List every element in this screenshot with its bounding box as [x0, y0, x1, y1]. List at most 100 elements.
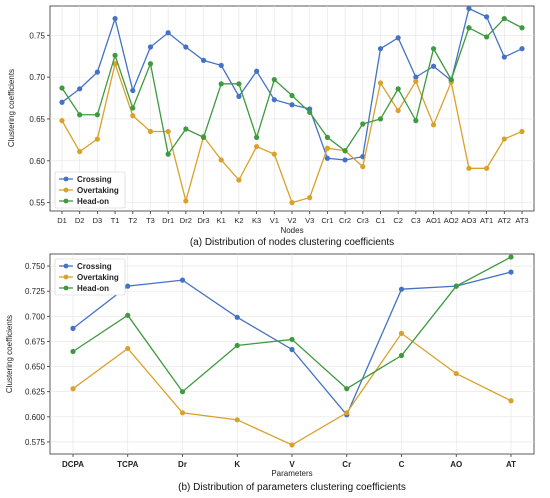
data-point-crossing-b: [398, 286, 405, 292]
x-tick-label-a: T3: [146, 216, 155, 225]
x-tick-label-a: C1: [376, 216, 386, 225]
legend-label-head-on-b: Head-on: [77, 284, 109, 293]
x-tick-label-b: DCPA: [62, 460, 84, 469]
x-tick-label-a: Cr2: [339, 216, 351, 225]
x-tick-label-a: Cr1: [321, 216, 333, 225]
y-tick-label-b: 0.750: [25, 262, 46, 271]
data-point-crossing-a: [289, 102, 295, 108]
x-tick-label-a: AT2: [498, 216, 511, 225]
data-point-crossing-a: [200, 57, 207, 63]
x-tick-label-a: V2: [287, 216, 296, 225]
y-tick-label-b: 0.650: [25, 363, 46, 372]
caption-a: (a) Distribution of nodes clustering coe…: [190, 237, 394, 248]
x-tick-label-a: K1: [217, 216, 226, 225]
x-tick-label-a: Dr2: [180, 216, 192, 225]
data-point-crossing-b: [234, 314, 240, 320]
x-tick-label-a: V1: [270, 216, 279, 225]
data-point-overtaking-a: [324, 145, 330, 151]
y-axis-label-b: Clustering coefficients: [5, 315, 14, 393]
data-point-crossing-a: [466, 5, 472, 12]
x-tick-label-a: K3: [252, 216, 261, 225]
data-point-crossing-a: [147, 44, 154, 50]
data-point-overtaking-b: [398, 330, 405, 336]
data-point-crossing-a: [501, 54, 507, 60]
y-tick-label-b: 0.725: [25, 287, 46, 296]
legend-label-crossing-b: Crossing: [77, 262, 112, 271]
chart-parameters-clustering: 0.575 0.600 0.625 0.650 0.675 0.700 0.725 0.750…: [5, 253, 535, 493]
x-tick-label-a: AO2: [444, 216, 459, 225]
data-point-head-on-a: [342, 148, 348, 154]
data-point-head-on-a: [466, 25, 472, 31]
data-point-head-on-b: [125, 312, 131, 318]
data-point-head-on-a: [183, 126, 189, 132]
data-point-crossing-a: [130, 87, 136, 94]
data-point-overtaking-a: [218, 157, 224, 163]
data-point-crossing-a: [271, 97, 277, 103]
legend-label-overtaking-a: Overtaking: [77, 186, 119, 195]
data-point-overtaking-a: [360, 164, 366, 170]
y-axis-label-a: Clustering coefficients: [7, 69, 16, 147]
grid-a: [50, 6, 534, 211]
data-point-crossing-b: [179, 277, 186, 283]
data-point-head-on-a: [77, 112, 83, 118]
data-point-overtaking-a: [307, 195, 313, 201]
data-point-head-on-a: [271, 77, 277, 83]
x-tick-label-a: T2: [128, 216, 137, 225]
data-point-crossing-a: [395, 35, 401, 41]
data-point-head-on-b: [398, 352, 405, 359]
data-point-crossing-a: [183, 44, 189, 50]
data-point-overtaking-a: [377, 80, 384, 86]
x-tick-label-a: T1: [111, 216, 120, 225]
data-point-crossing-a: [430, 63, 437, 69]
x-tick-label-b: C: [399, 460, 405, 469]
data-point-head-on-a: [130, 105, 136, 111]
legend-a: Crossing Overtaking Head-on: [54, 171, 126, 209]
x-tick-label-a: AT3: [515, 216, 528, 225]
x-ticks-b: DCPA TCPA Dr K V Cr C AO AT: [62, 454, 516, 469]
data-point-head-on-a: [324, 134, 330, 140]
data-point-crossing-a: [377, 46, 384, 52]
data-point-crossing-b: [125, 283, 131, 289]
data-point-overtaking-b: [179, 410, 186, 416]
data-point-head-on-a: [501, 15, 507, 22]
data-point-head-on-a: [200, 134, 207, 140]
legend-label-overtaking-b: Overtaking: [77, 273, 119, 282]
data-point-overtaking-a: [147, 128, 154, 135]
y-tick-label-a: 0.75: [29, 31, 45, 40]
data-point-crossing-b: [289, 346, 295, 353]
data-point-crossing-a: [165, 30, 171, 36]
x-tick-label-a: Dr1: [162, 216, 174, 225]
data-point-head-on-b: [179, 389, 186, 395]
data-point-overtaking-b: [508, 398, 514, 404]
data-point-overtaking-b: [289, 442, 295, 448]
data-point-crossing-a: [236, 93, 242, 99]
series-b: [70, 254, 514, 448]
data-point-overtaking-b: [125, 345, 131, 352]
data-point-head-on-a: [519, 25, 525, 31]
data-point-overtaking-a: [183, 198, 189, 204]
x-axis-label-a: Nodes: [280, 226, 303, 235]
x-tick-label-b: TCPA: [117, 460, 138, 469]
data-point-head-on-b: [344, 386, 350, 392]
chart-nodes-clustering: 0.550.600.650.700.75 D1 D2 D3 T1 T2 T3 Dr1 Dr2 D…: [7, 5, 535, 248]
legend-marker-overtaking-a: [63, 187, 69, 193]
legend-marker-crossing-b: [63, 263, 69, 269]
y-tick-label-b: 0.575: [25, 438, 46, 447]
y-ticks-a: 0.55 0.60 0.65 0.70 0.75: [29, 31, 50, 208]
data-point-crossing-a: [519, 46, 525, 52]
x-tick-label-a: AT1: [480, 216, 493, 225]
x-axis-label-b: Parameters: [271, 469, 312, 478]
data-point-overtaking-b: [70, 386, 76, 392]
data-point-head-on-a: [484, 34, 490, 40]
data-point-head-on-a: [59, 85, 65, 91]
data-point-overtaking-a: [112, 61, 118, 67]
x-tick-label-b: Cr: [342, 460, 351, 469]
data-point-crossing-a: [254, 68, 260, 74]
y-tick-label-b: 0.625: [25, 388, 46, 397]
data-point-head-on-b: [70, 348, 76, 355]
data-point-overtaking-b: [234, 417, 240, 423]
data-point-head-on-a: [448, 77, 454, 83]
data-point-head-on-a: [360, 121, 366, 127]
data-point-overtaking-a: [271, 151, 277, 157]
